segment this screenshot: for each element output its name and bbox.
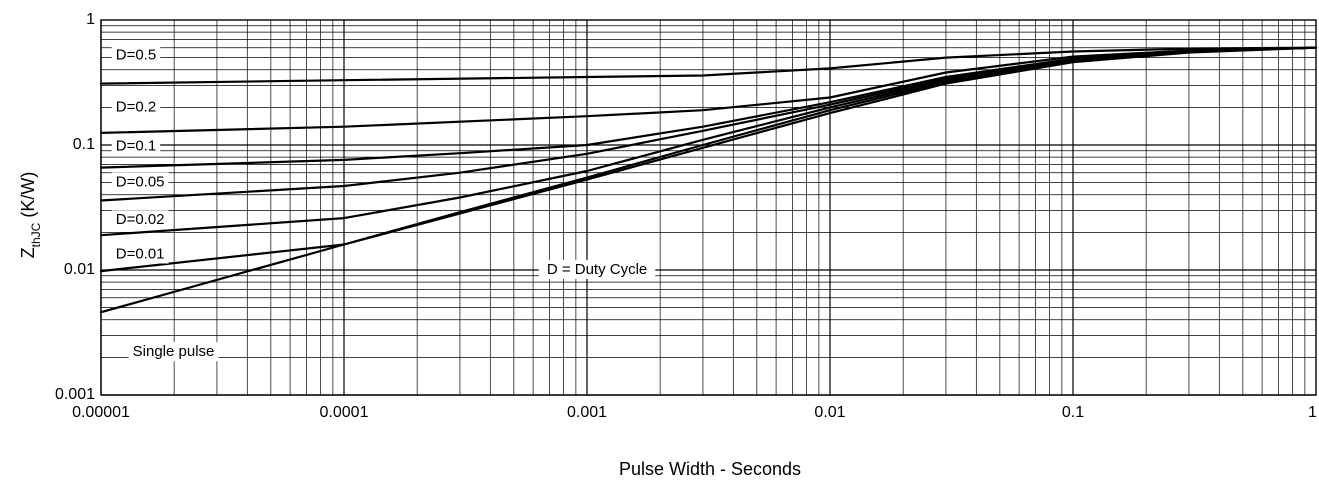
y-axis-title-main: Z [18,247,38,258]
series-label-d-0-02: D=0.02 [116,211,165,228]
series-line-d-0-05 [99,46,1318,202]
series-line-d-0-2 [99,46,1318,134]
y-axis-title-unit: (K/W) [18,172,38,223]
series-lines [99,46,1318,314]
series-label-d-0-01: D=0.01 [116,245,165,262]
series-label-d-0-05: D=0.05 [116,174,165,191]
y-axis-title: ZthJC (K/W) [18,172,43,259]
series-label-bg-d-0-05 [111,172,169,192]
y-tick-label: 0.01 [64,261,95,278]
x-axis-title: Pulse Width - Seconds [619,459,801,479]
y-tick-label: 0.1 [73,136,95,153]
series-labels: D=0.5 D=0.2 D=0.1 D=0.05 D=0.02 D=0.01 Single … [111,45,219,362]
annotation-duty-cycle-group: D = Duty Cycle [538,259,656,279]
series-line-d-0-5 [99,46,1318,85]
minor-grid [101,20,1316,395]
series-label-bg-d-0-5 [111,45,161,65]
y-axis-title-subscript: thJC [29,222,43,247]
series-label-d-0-1: D=0.1 [116,138,156,155]
y-tick-label: 0.001 [55,386,95,403]
series-label-bg-single-pulse [128,342,219,362]
x-tick-labels: 0.00001 0.0001 0.001 0.01 0.1 1 [72,404,1317,421]
plot-frame [100,19,1317,396]
x-tick-label: 0.01 [814,404,845,421]
series-label-bg-d-0-2 [111,97,161,117]
x-tick-label: 0.00001 [72,404,130,421]
series-label-bg-d-0-02 [111,210,169,230]
y-tick-labels: 0.001 0.01 0.1 1 [55,11,95,403]
x-tick-label: 1 [1308,404,1317,421]
y-tick-label: 1 [86,11,95,28]
series-label-d-0-2: D=0.2 [116,98,156,115]
series-label-bg-d-0-01 [111,244,169,264]
x-tick-label: 0.1 [1062,404,1084,421]
x-tick-label: 0.0001 [320,404,369,421]
x-tick-label: 0.001 [567,404,607,421]
annotation-background [538,259,656,279]
series-label-d-0-5: D=0.5 [116,46,156,63]
series-label-bg-d-0-1 [111,136,161,156]
series-line-single-pulse [99,46,1318,314]
series-label-single-pulse: Single pulse [133,343,215,360]
annotation-duty-cycle: D = Duty Cycle [547,261,647,278]
